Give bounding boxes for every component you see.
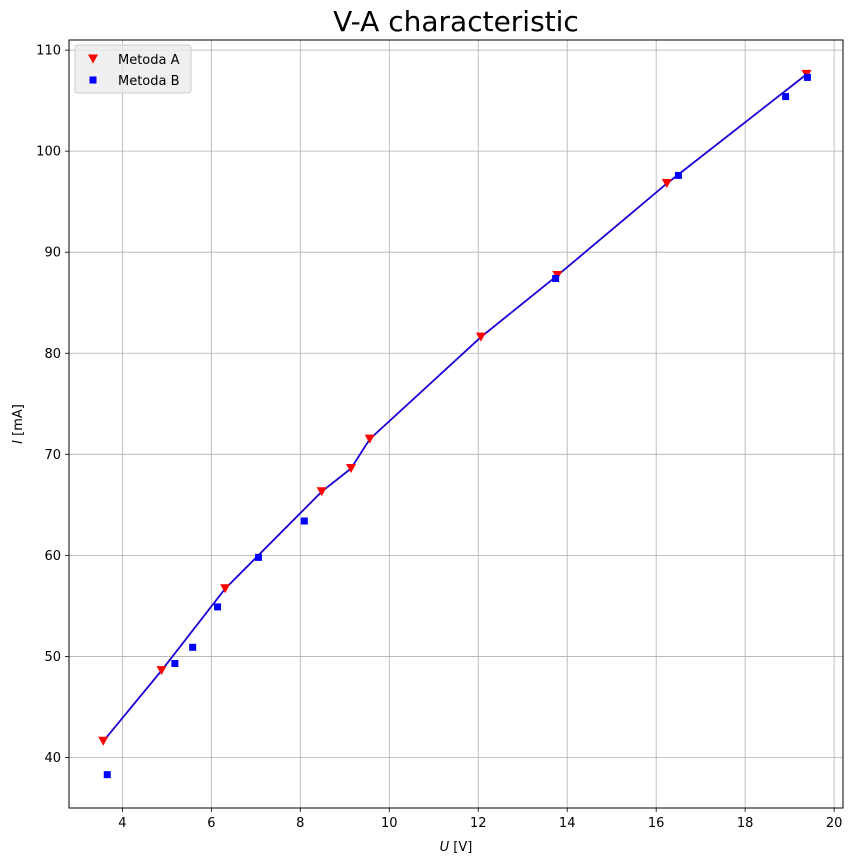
point-metoda-b <box>214 603 222 611</box>
point-metoda-b <box>189 643 197 651</box>
fit-line-group <box>102 73 808 742</box>
x-tick-label: 6 <box>207 816 215 831</box>
point-metoda-a <box>316 487 327 497</box>
point-metoda-b <box>782 93 790 101</box>
x-tick-label: 14 <box>559 816 576 831</box>
point-metoda-a <box>220 584 231 594</box>
y-ticks: 40 50 60 70 80 90 100 110 <box>36 44 69 766</box>
point-metoda-a <box>156 666 167 676</box>
y-tick-label: 70 <box>44 448 61 463</box>
y-tick-label: 80 <box>44 347 61 362</box>
x-ticks: 4 6 8 10 12 14 16 18 20 <box>118 808 842 831</box>
y-tick-label: 90 <box>44 246 61 261</box>
point-metoda-b <box>171 659 179 667</box>
x-tick-label: 20 <box>826 816 843 831</box>
point-metoda-b <box>552 274 560 282</box>
fit-line <box>102 73 808 742</box>
point-metoda-a <box>98 736 109 746</box>
y-axis-var: I <box>11 440 26 444</box>
x-tick-label: 8 <box>296 816 304 831</box>
legend-box <box>74 44 192 94</box>
x-tick-label: 16 <box>648 816 665 831</box>
legend-label-metoda-a: Metoda A <box>118 53 180 68</box>
point-metoda-a <box>475 332 486 342</box>
y-axis-unit: [mA] <box>11 404 26 440</box>
legend-marker-metoda-a <box>88 54 98 64</box>
point-metoda-b <box>803 73 811 81</box>
point-metoda-b <box>254 553 262 561</box>
y-tick-label: 50 <box>44 650 61 665</box>
legend-marker-metoda-b <box>89 76 97 84</box>
x-axis-var: U <box>440 840 450 855</box>
point-metoda-a <box>346 463 357 473</box>
point-metoda-a <box>364 434 375 444</box>
y-axis-label: I [mA] <box>11 404 26 444</box>
x-tick-label: 10 <box>381 816 398 831</box>
point-metoda-a <box>661 178 672 188</box>
chart-title: V-A characteristic <box>333 5 579 38</box>
y-tick-label: 60 <box>44 549 61 564</box>
y-tick-label: 110 <box>36 44 61 59</box>
x-tick-label: 12 <box>470 816 487 831</box>
x-tick-label: 4 <box>118 816 126 831</box>
x-tick-label: 18 <box>737 816 754 831</box>
x-axis-label: U [V] <box>440 840 473 855</box>
point-metoda-b <box>674 171 682 179</box>
series-metoda-b <box>103 73 811 779</box>
point-metoda-b <box>300 517 308 525</box>
y-tick-label: 40 <box>44 751 61 766</box>
grid <box>69 40 843 808</box>
point-metoda-b <box>103 771 111 779</box>
legend: Metoda A Metoda B <box>74 44 192 94</box>
legend-label-metoda-b: Metoda B <box>118 74 180 89</box>
x-axis-unit: [V] <box>449 840 472 855</box>
plot-frame <box>68 39 844 809</box>
y-tick-label: 100 <box>36 145 61 160</box>
series-metoda-a <box>98 69 812 746</box>
